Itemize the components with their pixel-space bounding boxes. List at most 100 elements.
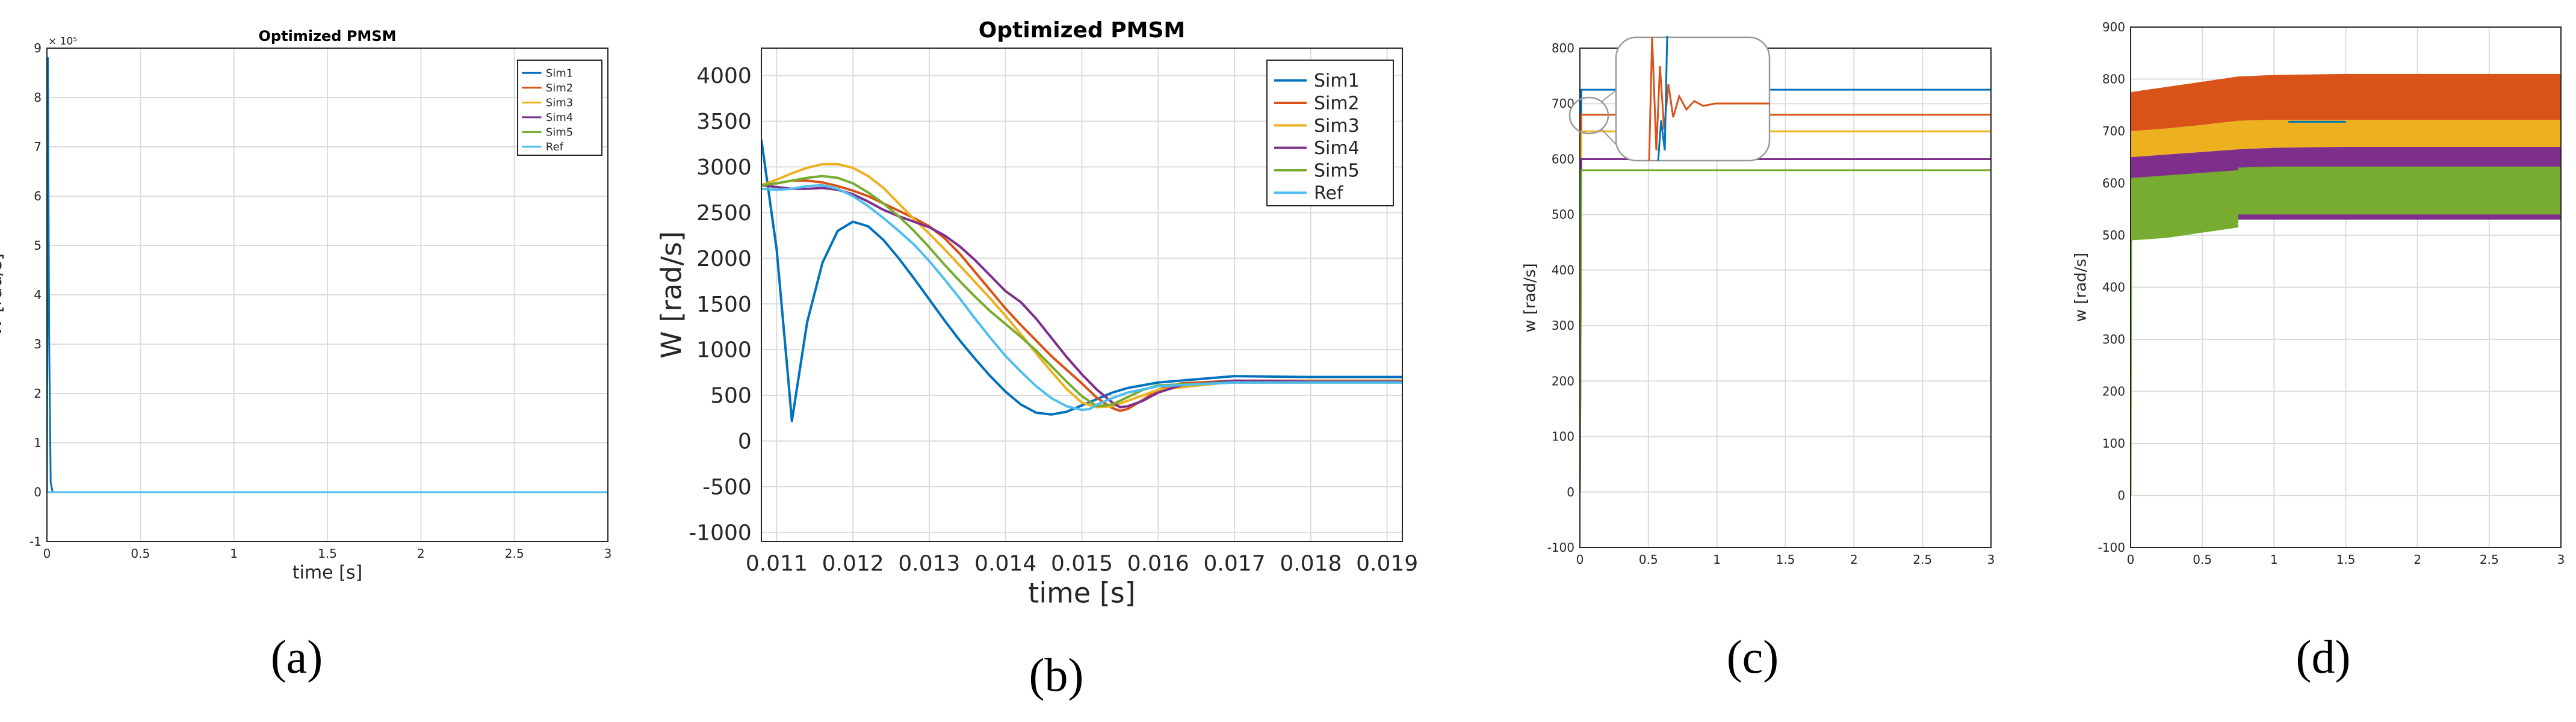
y-tick-label: 0: [738, 430, 752, 454]
x-tick-label: 0.018: [1280, 552, 1342, 576]
panel-d: 0 0.5 1 1.5 2 2.5 3-10001002003004005006007008…: [2072, 20, 2565, 683]
x-tick-label: 0.013: [898, 552, 960, 576]
legend-entry-sim3: Sim3: [1314, 116, 1360, 137]
panel-caption: (a): [271, 631, 323, 683]
y-tick-label: 9: [34, 41, 42, 55]
panel-b: 0.011 0.012 0.013 0.014 0.015 0.016 0.017 0.018…: [655, 18, 1418, 701]
y-tick-label: 0: [34, 485, 42, 499]
legend-entry-ref: Ref: [546, 141, 564, 153]
y-tick-label: -100: [1547, 540, 1574, 555]
x-tick-label: 0.019: [1356, 552, 1418, 576]
legend: Sim1 Sim2 Sim3Sim4 Sim5 Ref: [518, 60, 602, 155]
legend-entry-sim2: Sim2: [546, 82, 573, 94]
x-tick-label: 2: [1850, 552, 1858, 567]
y-tick-label: 3: [34, 337, 42, 351]
x-tick-label: 3: [1987, 552, 1995, 567]
x-tick-label: 0.5: [1639, 552, 1658, 567]
x-tick-label: 0.012: [822, 552, 884, 576]
y-tick-label: 2000: [696, 247, 752, 271]
panel-caption: (c): [1727, 631, 1779, 683]
y-tick-label: 2: [34, 386, 42, 401]
y-tick-label: 500: [710, 384, 752, 409]
legend-entry-sim1: Sim1: [546, 67, 573, 80]
chart-title: Optimized PMSM: [259, 28, 397, 45]
x-tick-label: 2.5: [505, 546, 524, 561]
y-tick-label: 5: [34, 238, 42, 253]
y-tick-label: 3000: [696, 155, 752, 180]
y-tick-label: 200: [1552, 374, 1574, 388]
y-axis-label: W [rad/s]: [0, 253, 6, 336]
y-tick-label: 500: [2102, 228, 2125, 242]
y-tick-label: 1000: [696, 338, 752, 363]
y-tick-label: -1: [29, 534, 42, 549]
y-tick-label: 100: [2102, 436, 2125, 451]
panel-c: 0 0.5 1 1.5 2 2.5 3-10001002003004005006007008…: [1522, 36, 1995, 683]
y-tick-label: 8: [34, 90, 42, 105]
x-axis-label: time [s]: [1028, 577, 1135, 609]
y-axis-label: W [rad/s]: [655, 231, 687, 359]
x-tick-label: 2: [2413, 552, 2421, 567]
panel-caption: (b): [1029, 649, 1084, 701]
y-tick-label: 400: [1552, 263, 1574, 277]
y-tick-label: 6: [34, 189, 42, 203]
x-tick-label: 2: [417, 546, 425, 561]
y-tick-label: 0: [1567, 485, 1574, 499]
y-tick-label: 400: [2102, 280, 2125, 295]
y-tick-label: 600: [1552, 152, 1574, 166]
y-tick-label: 3500: [696, 110, 752, 134]
y-tick-label: 700: [2102, 124, 2125, 138]
y-tick-label: 800: [2102, 72, 2125, 87]
chart-title: Optimized PMSM: [979, 18, 1185, 43]
x-tick-label: 0.014: [974, 552, 1036, 576]
x-tick-label: 3: [604, 546, 612, 561]
x-tick-label: 0: [43, 546, 51, 561]
x-tick-label: 1.5: [318, 546, 337, 561]
x-tick-label: 0: [2127, 552, 2135, 567]
y-tick-label: 4: [34, 288, 42, 302]
x-tick-label: 1: [1713, 552, 1721, 567]
y-tick-label: 200: [2102, 384, 2125, 399]
y-tick-label: 0: [2117, 489, 2125, 503]
panel-caption: (d): [2296, 631, 2351, 683]
legend-entry-sim3: Sim3: [546, 97, 573, 110]
x-tick-label: 2.5: [2480, 552, 2499, 567]
x-tick-label: 0.016: [1127, 552, 1189, 576]
legend-entry-sim1: Sim1: [1314, 70, 1360, 91]
x-tick-label: 3: [2557, 552, 2565, 567]
legend-entry-sim5: Sim5: [1314, 161, 1360, 182]
y-tick-label: 900: [2102, 20, 2125, 34]
y-axis-label: w [rad/s]: [1522, 263, 1540, 332]
y-tick-label: 4000: [696, 64, 752, 88]
x-tick-label: 2.5: [1913, 552, 1932, 567]
y-tick-label: 300: [2102, 332, 2125, 347]
y-tick-label: -100: [2098, 540, 2125, 555]
y-tick-label: 600: [2102, 176, 2125, 191]
x-tick-label: 0.017: [1204, 552, 1266, 576]
y-tick-label: -1000: [689, 520, 752, 545]
y-tick-label: 1500: [696, 292, 752, 317]
y-tick-label: 800: [1552, 41, 1574, 55]
x-tick-label: 0: [1576, 552, 1584, 567]
y-tick-label: 300: [1552, 318, 1574, 333]
y-tick-label: 2500: [696, 201, 752, 226]
x-axis-label: time [s]: [293, 563, 362, 584]
x-tick-label: 0.011: [746, 552, 808, 576]
y-tick-label: 1: [34, 436, 42, 450]
x-tick-label: 1: [2270, 552, 2278, 567]
x-tick-label: 0.5: [2193, 552, 2212, 567]
y-axis-label: w [rad/s]: [2072, 253, 2090, 322]
legend-entry-sim5: Sim5: [546, 126, 573, 139]
y-tick-label: 500: [1552, 208, 1574, 222]
axis-multiplier: × 10⁵: [48, 35, 77, 48]
legend-entry-sim2: Sim2: [1314, 93, 1360, 114]
x-tick-label: 0.015: [1051, 552, 1113, 576]
legend-entry-ref: Ref: [1314, 183, 1344, 204]
legend-entry-sim4: Sim4: [546, 111, 573, 124]
legend-entry-sim4: Sim4: [1314, 138, 1360, 159]
x-tick-label: 1: [230, 546, 238, 561]
x-tick-label: 1.5: [2336, 552, 2356, 567]
inset-frame: [1616, 37, 1769, 161]
